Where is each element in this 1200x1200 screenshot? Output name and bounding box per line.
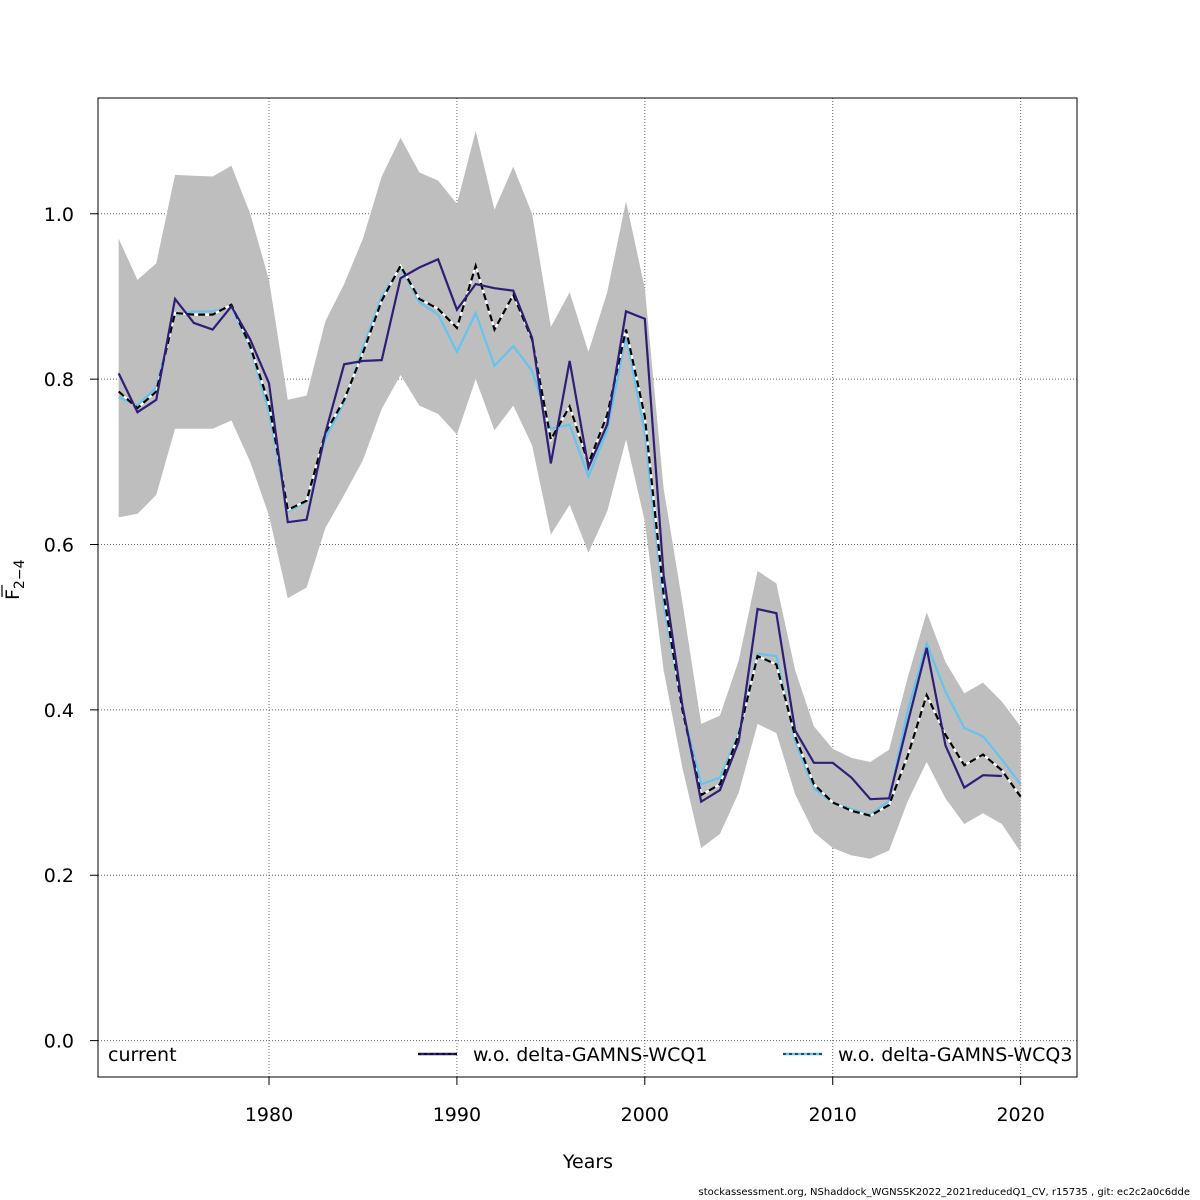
x-tick-label: 2020 [996, 1104, 1044, 1126]
legend-label-wcq1: w.o. delta-GAMNS-WCQ1 [473, 1044, 707, 1066]
y-tick-label: 0.2 [44, 865, 74, 887]
y-axis-title-text: F2−4 [2, 559, 28, 600]
footer-note: stockassessment.org, NShaddock_WGNSSK202… [698, 1187, 1190, 1198]
series-line-wcq1 [117, 257, 1002, 804]
y-axis-title-main: F [2, 589, 24, 600]
confidence-band [118, 131, 1021, 859]
y-tick-label: 0.8 [44, 369, 74, 391]
x-axis-title: Years [562, 1151, 613, 1173]
y-tick-label: 0.0 [44, 1031, 74, 1053]
x-tick-label: 2000 [621, 1104, 669, 1126]
x-tick-label: 2010 [809, 1104, 857, 1126]
x-axis: 1980 1990 2000 2010 2020 [245, 1077, 1045, 1126]
y-tick-label: 0.4 [44, 700, 74, 722]
x-tick-label: 1980 [245, 1104, 293, 1126]
series-line-current [117, 262, 1022, 817]
legend: current w.o. delta-GAMNS-WCQ1 w.o. delta… [108, 1044, 1072, 1066]
series-lines [117, 257, 1022, 817]
y-axis: 0.0 0.2 0.4 0.6 0.8 1.0 [44, 204, 98, 1053]
legend-label-wcq3: w.o. delta-GAMNS-WCQ3 [838, 1044, 1072, 1066]
y-axis-title: F2−4 [1, 559, 28, 600]
confidence-band-group [118, 131, 1021, 859]
legend-label-current: current [108, 1044, 177, 1066]
y-axis-title-subscript: 2−4 [12, 559, 28, 589]
y-tick-label: 1.0 [44, 204, 74, 226]
x-tick-label: 1990 [433, 1104, 481, 1126]
plot-frame [97, 97, 1078, 1078]
y-tick-label: 0.6 [44, 535, 74, 557]
